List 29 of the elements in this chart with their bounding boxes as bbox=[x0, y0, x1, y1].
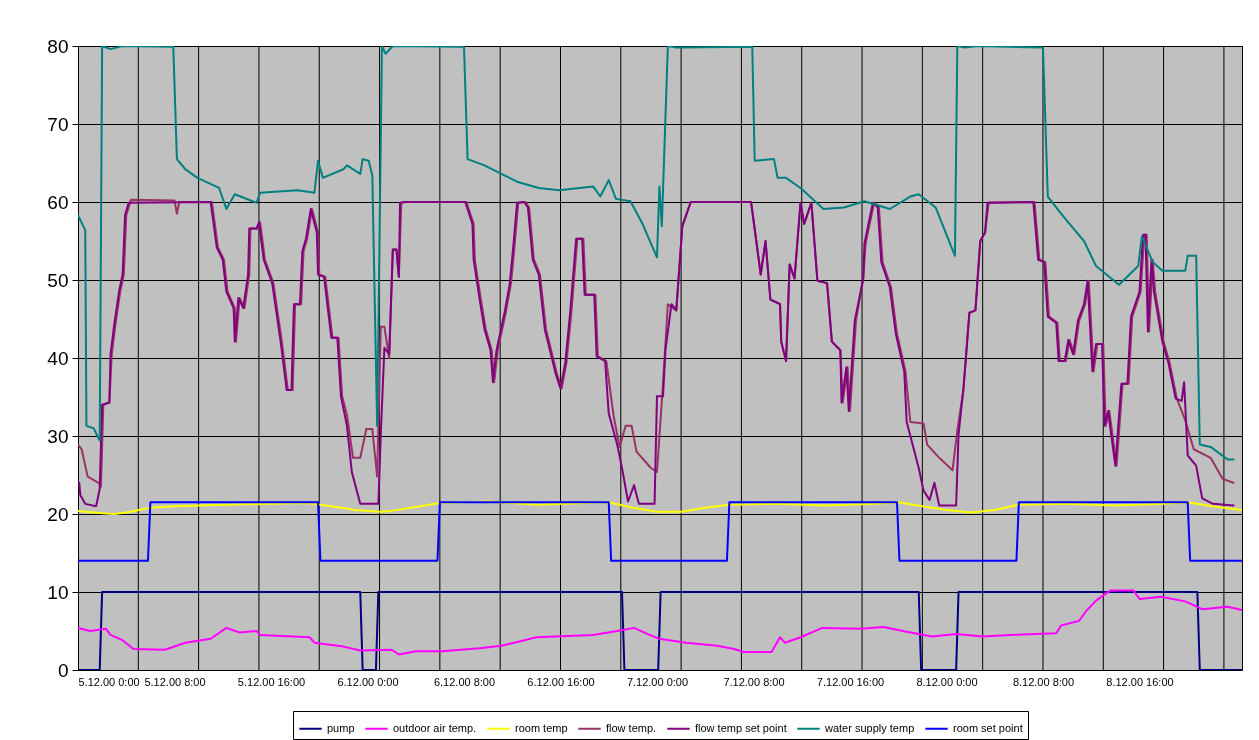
y-tick-label: 80 bbox=[47, 35, 69, 57]
x-tick-label: 8.12.00 0:00 bbox=[916, 675, 978, 688]
legend-label: room temp bbox=[515, 721, 568, 734]
legend-label: room set point bbox=[953, 721, 1023, 734]
legend-label: water supply temp bbox=[824, 721, 915, 734]
x-tick-label: 8.12.00 16:00 bbox=[1106, 675, 1174, 688]
x-tick-label: 5.12.00 8:00 bbox=[144, 675, 206, 688]
x-tick-label: 7.12.00 16:00 bbox=[816, 675, 885, 688]
x-tick-label: 6.12.00 0:00 bbox=[337, 675, 399, 688]
x-tick-label: 6.12.00 16:00 bbox=[527, 675, 595, 688]
y-tick-label: 70 bbox=[47, 113, 69, 135]
y-tick-label: 0 bbox=[57, 659, 69, 681]
legend-label: flow temp set point bbox=[695, 721, 787, 734]
legend-label: pump bbox=[327, 721, 355, 734]
y-tick-label: 30 bbox=[47, 425, 69, 447]
x-tick-label: 7.12.00 8:00 bbox=[723, 675, 785, 688]
y-tick-label: 20 bbox=[47, 503, 69, 525]
x-tick-label: 5.12.00 0:00 bbox=[78, 675, 140, 688]
y-tick-label: 60 bbox=[47, 191, 69, 213]
legend-label: flow temp. bbox=[606, 721, 657, 734]
x-tick-label: 6.12.00 8:00 bbox=[433, 675, 496, 688]
x-tick-label: 7.12.00 0:00 bbox=[626, 675, 689, 688]
legend-label: outdoor air temp. bbox=[393, 721, 477, 734]
x-tick-label: 8.12.00 8:00 bbox=[1012, 675, 1075, 688]
x-tick-label: 5.12.00 16:00 bbox=[237, 675, 306, 688]
y-tick-label: 10 bbox=[47, 581, 69, 603]
y-tick-label: 40 bbox=[47, 347, 69, 369]
y-tick-label: 50 bbox=[47, 269, 69, 291]
line-series bbox=[78, 46, 1235, 461]
